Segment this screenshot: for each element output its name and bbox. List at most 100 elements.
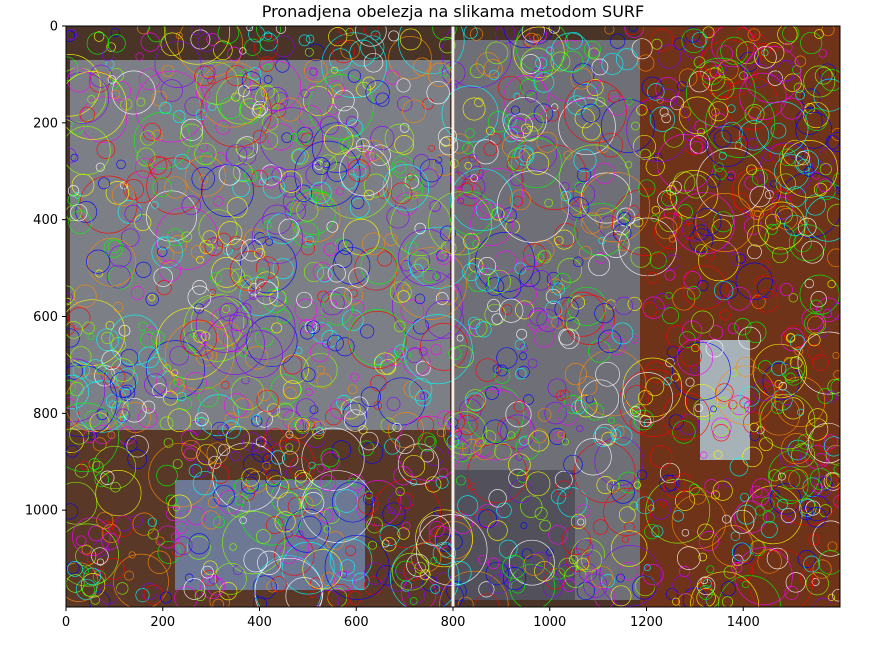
keypoint-circle (194, 142, 217, 166)
keypoint-circle (749, 422, 759, 433)
keypoint-circle (145, 292, 159, 306)
keypoint-circle (351, 195, 365, 209)
keypoint-circle (235, 330, 283, 378)
keypoint-circle (276, 402, 295, 421)
keypoint-circle (156, 307, 229, 380)
keypoint-circle (521, 26, 545, 43)
keypoint-circle (617, 471, 640, 494)
keypoint-circle (682, 217, 707, 242)
keypoint-circle (263, 75, 273, 84)
keypoint-circle (523, 553, 546, 576)
keypoint-circle (283, 355, 303, 375)
keypoint-circle (520, 79, 537, 96)
keypoint-circle (118, 324, 131, 337)
keypoint-circle (235, 496, 245, 506)
keypoint-circle (653, 213, 691, 250)
keypoint-circle (727, 286, 752, 311)
keypoint-circle (780, 97, 803, 120)
keypoint-circle (389, 281, 412, 304)
keypoint-circle (107, 75, 117, 84)
keypoint-circle (196, 255, 204, 264)
keypoint-circle (705, 339, 724, 358)
keypoint-circle (73, 284, 97, 308)
keypoint-circle (473, 199, 493, 219)
keypoint-circle (218, 443, 231, 456)
keypoint-circle (240, 69, 251, 80)
keypoint-circle (719, 309, 731, 321)
keypoint-circle (254, 247, 266, 260)
keypoint-circle (66, 405, 80, 428)
keypoint-circle (348, 299, 365, 316)
keypoint-circle (619, 561, 638, 581)
keypoint-circle (576, 425, 584, 433)
keypoint-circle (572, 63, 595, 86)
y-tick-label: 0 (50, 20, 58, 35)
keypoint-circle (370, 30, 381, 41)
keypoint-circle (624, 385, 650, 410)
keypoint-circle (330, 287, 353, 309)
keypoint-circle (812, 171, 821, 180)
keypoint-circle (565, 31, 583, 50)
keypoint-circle (474, 97, 484, 108)
keypoint-circle (350, 372, 360, 382)
keypoint-circle (520, 522, 528, 530)
keypoint-circle (576, 581, 596, 601)
keypoint-circle (151, 201, 159, 209)
keypoint-circle (505, 219, 520, 235)
keypoint-circle (317, 464, 326, 473)
keypoint-circle (262, 453, 274, 465)
keypoint-circle (514, 145, 535, 166)
keypoint-circle (321, 293, 353, 326)
keypoint-circle (664, 254, 681, 270)
keypoint-circle (727, 170, 736, 180)
keypoint-circle (219, 97, 242, 120)
keypoint-circle (382, 537, 397, 552)
keypoint-circle (360, 386, 382, 407)
keypoint-circle (624, 161, 633, 169)
keypoint-circle (562, 578, 576, 592)
keypoint-circle (396, 415, 462, 481)
keypoint-circle (414, 561, 427, 574)
keypoint-circle (301, 367, 316, 382)
keypoint-circle (641, 76, 663, 98)
keypoint-circle (194, 589, 206, 602)
keypoint-circle (255, 410, 273, 428)
keypoint-circle (240, 303, 252, 315)
keypoint-circle (603, 487, 652, 536)
keypoint-circle (265, 408, 305, 447)
keypoint-circle (409, 597, 418, 605)
keypoint-circle (293, 221, 320, 248)
keypoint-circle (805, 108, 828, 131)
keypoint-circle (686, 57, 756, 128)
keypoint-circle (830, 378, 840, 396)
keypoint-circle (386, 396, 401, 411)
keypoint-circle (304, 47, 314, 57)
keypoint-circle (152, 177, 172, 198)
keypoint-circle (270, 576, 287, 593)
keypoint-circle (462, 142, 474, 155)
keypoint-circle (225, 65, 247, 87)
keypoint-circle (567, 196, 590, 219)
keypoint-circle (508, 479, 533, 504)
keypoint-circle (781, 433, 813, 465)
keypoint-circle (678, 565, 691, 578)
keypoint-circle (327, 583, 352, 607)
keypoint-circle (270, 478, 308, 516)
keypoint-circle (285, 443, 294, 452)
keypoint-circle (496, 502, 512, 519)
keypoint-circle (827, 378, 840, 395)
x-tick-label: 1400 (727, 615, 760, 630)
keypoint-circle (780, 507, 796, 524)
keypoint-circle (624, 521, 635, 533)
keypoint-circle (808, 408, 828, 428)
keypoint-circle (833, 464, 840, 475)
keypoint-circle (804, 495, 831, 522)
keypoint-circle (198, 61, 265, 128)
keypoint-circle (467, 269, 490, 293)
keypoint-circle (689, 140, 704, 155)
keypoint-circle (440, 253, 448, 261)
keypoint-circle (516, 328, 528, 340)
keypoint-circle (388, 36, 432, 80)
keypoint-circle (271, 322, 283, 334)
keypoint-circle (327, 264, 346, 283)
